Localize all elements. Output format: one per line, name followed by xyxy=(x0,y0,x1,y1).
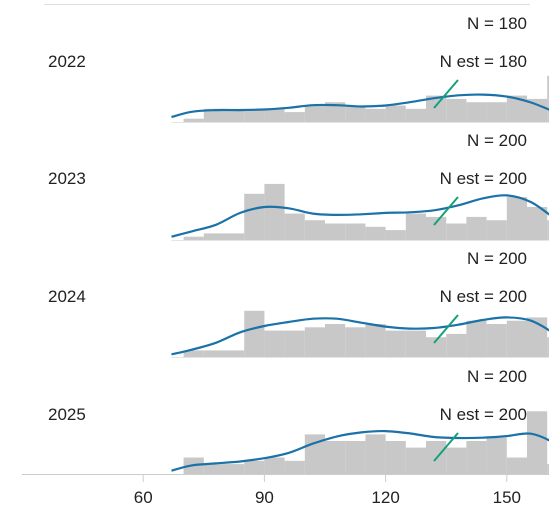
x-axis-tick-label: 120 xyxy=(371,488,399,507)
histogram-bar xyxy=(385,441,406,474)
histogram-bar xyxy=(224,108,245,122)
histogram-bar xyxy=(224,350,245,357)
histogram-bar xyxy=(345,441,366,474)
histogram-bar xyxy=(527,98,548,122)
histogram-bar xyxy=(365,226,386,240)
n-count-label: N = 200 xyxy=(467,367,527,386)
histogram-bar xyxy=(345,327,366,357)
histogram-bar xyxy=(284,213,305,240)
histogram-bar xyxy=(304,105,325,122)
n-est-pointer-line xyxy=(433,196,459,226)
histogram-bar xyxy=(506,457,527,474)
histogram-bar xyxy=(224,464,245,474)
histogram-bar xyxy=(486,102,507,122)
histogram-bar xyxy=(547,337,549,357)
n-count-label: N = 180 xyxy=(467,14,527,33)
n-count-label: N = 200 xyxy=(467,249,527,268)
histogram-bar xyxy=(264,108,285,122)
panel-year-label: 2024 xyxy=(48,287,86,306)
histogram-bar xyxy=(486,437,507,474)
histogram-bar xyxy=(527,411,548,474)
histogram-bar xyxy=(385,105,406,122)
panel-year-label: 2023 xyxy=(48,169,86,188)
histogram-bar xyxy=(304,327,325,357)
histogram-bar xyxy=(426,95,447,122)
histogram-bar xyxy=(244,193,265,240)
histogram-bar xyxy=(405,330,426,357)
histogram-bar xyxy=(446,223,467,240)
histogram-bar xyxy=(466,102,487,122)
density-curve xyxy=(171,429,549,472)
n-est-label: N est = 180 xyxy=(440,52,527,71)
histogram-bar xyxy=(547,464,549,474)
histogram-bar xyxy=(426,216,447,240)
histogram-bar xyxy=(446,447,467,474)
histogram-bar xyxy=(264,183,285,240)
histogram-bar xyxy=(446,98,467,122)
histogram-bar xyxy=(244,460,265,474)
histogram-bar xyxy=(203,464,224,474)
panel-year-label: 2025 xyxy=(48,405,86,424)
histogram-bar xyxy=(385,330,406,357)
histogram-bar xyxy=(203,350,224,357)
density-curve xyxy=(171,316,549,356)
x-axis-tick-label: 90 xyxy=(255,488,274,507)
n-est-label: N est = 200 xyxy=(440,169,527,188)
histogram-bar xyxy=(405,447,426,474)
histogram-bar xyxy=(506,320,527,357)
histogram-bar xyxy=(264,330,285,357)
histogram-bar xyxy=(365,434,386,474)
n-est-label: N est = 200 xyxy=(440,405,527,424)
histogram-bar xyxy=(385,230,406,240)
histogram-bar xyxy=(325,102,346,122)
histogram-bar xyxy=(284,112,305,122)
histogram-bar xyxy=(486,220,507,240)
histogram-bar xyxy=(203,233,224,240)
histogram-bar xyxy=(365,324,386,357)
histogram-bar xyxy=(325,223,346,240)
histogram-bar xyxy=(345,105,366,122)
histogram-bar xyxy=(224,233,245,240)
n-est-pointer-line xyxy=(433,79,459,109)
histogram-bar xyxy=(446,333,467,357)
histogram-bar xyxy=(527,207,548,240)
histogram-bar xyxy=(244,310,265,357)
density-curve xyxy=(171,93,549,119)
histogram-bar xyxy=(466,216,487,240)
histogram-bar xyxy=(325,324,346,357)
histogram-bar xyxy=(466,441,487,474)
histogram-bar xyxy=(547,220,549,240)
histogram-bar xyxy=(203,108,224,122)
histogram-bar xyxy=(264,457,285,474)
histogram-bar xyxy=(547,75,549,122)
panel-year-label: 2022 xyxy=(48,52,86,71)
density-curve xyxy=(171,194,549,238)
histogram-bar xyxy=(325,441,346,474)
x-axis-tick-label: 60 xyxy=(134,488,153,507)
histogram-bar xyxy=(466,320,487,357)
histogram-bar xyxy=(405,108,426,122)
histogram-bar xyxy=(183,236,204,240)
histogram-bar xyxy=(304,220,325,240)
histogram-bar xyxy=(284,460,305,474)
histogram-bar xyxy=(506,197,527,240)
n-count-label: N = 200 xyxy=(467,131,527,150)
x-axis-tick-label: 150 xyxy=(493,488,521,507)
histogram-bar xyxy=(183,118,204,122)
histogram-bar xyxy=(405,213,426,240)
histogram-bar xyxy=(506,95,527,122)
histogram-bar xyxy=(244,108,265,122)
histogram-bar xyxy=(426,337,447,357)
histogram-bar xyxy=(183,350,204,357)
n-est-label: N est = 200 xyxy=(440,287,527,306)
n-est-pointer-line xyxy=(433,314,459,344)
histogram-bar xyxy=(486,324,507,357)
histogram-bar xyxy=(365,108,386,122)
histogram-bar xyxy=(345,223,366,240)
n-est-pointer-line xyxy=(433,432,459,462)
histogram-bar xyxy=(284,330,305,357)
